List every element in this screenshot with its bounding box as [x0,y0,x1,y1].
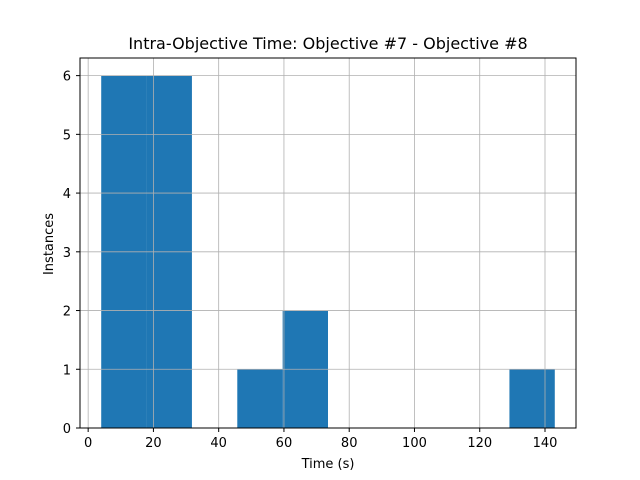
y-tick-label: 0 [63,422,71,437]
x-tick-label: 0 [84,436,92,451]
y-tick-label: 6 [63,70,71,85]
x-tick-label: 140 [533,436,558,451]
axis-ticks: 0 20 40 60 80 100 120 140 0 1 2 3 4 5 6 [63,70,558,451]
x-tick-label: 120 [467,436,492,451]
x-tick-label: 60 [276,436,293,451]
x-axis-label: Time (s) [301,457,355,472]
axes-frame [79,57,577,429]
x-tick-label: 40 [210,436,227,451]
chart-title: Intra-Objective Time: Objective #7 - Obj… [128,34,527,53]
y-tick-label: 5 [63,128,71,143]
histogram-bar-3 [237,369,283,428]
x-tick-label: 100 [402,436,427,451]
axes-border [79,57,577,429]
x-tick-label: 80 [341,436,358,451]
histogram-bar-9 [509,369,555,428]
y-tick-label: 2 [63,305,71,320]
y-tick-label: 4 [63,187,71,202]
y-tick-label: 3 [63,246,71,261]
y-tick-label: 1 [63,363,71,378]
y-axis-label: Instances [42,213,57,275]
x-tick-label: 20 [145,436,162,451]
